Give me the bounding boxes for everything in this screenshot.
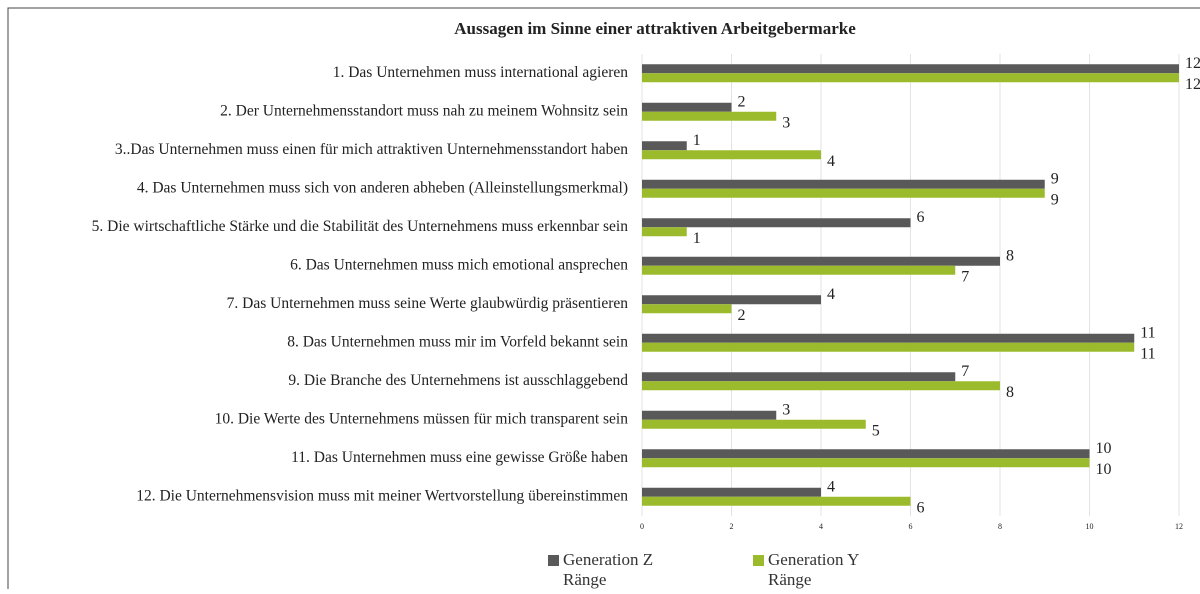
bar xyxy=(642,487,821,497)
data-label: 10 xyxy=(1096,440,1112,457)
data-label: 2 xyxy=(738,307,746,324)
bar xyxy=(642,111,777,121)
bar xyxy=(642,410,777,420)
legend-label: Generation Z Ränge xyxy=(563,550,654,589)
x-tick-label: 0 xyxy=(640,522,644,531)
bar xyxy=(642,458,1090,468)
data-label: 12 xyxy=(1185,76,1200,93)
bar xyxy=(642,304,732,314)
category-label: 3..Das Unternehmen muss einen für mich a… xyxy=(115,141,628,158)
category-label: 10. Die Werte des Unternehmens müssen fü… xyxy=(215,410,629,427)
data-label: 3 xyxy=(782,114,790,131)
bar xyxy=(642,64,1179,74)
category-label: 2. Der Unternehmensstandort muss nah zu … xyxy=(220,102,628,119)
category-label: 12. Die Unternehmensvision muss mit mein… xyxy=(136,487,628,504)
bar xyxy=(642,342,1135,352)
category-label: 5. Die wirtschaftliche Stärke und die St… xyxy=(92,218,629,235)
category-label: 1. Das Unternehmen muss international ag… xyxy=(333,64,629,81)
category-label: 8. Das Unternehmen muss mir im Vorfeld b… xyxy=(287,333,628,350)
data-label: 5 xyxy=(872,422,880,439)
data-label: 11 xyxy=(1140,324,1155,341)
bar xyxy=(642,333,1135,343)
category-label: 9. Die Branche des Unternehmens ist auss… xyxy=(288,372,628,389)
data-label: 1 xyxy=(693,230,701,247)
bar xyxy=(642,218,911,228)
data-label: 12 xyxy=(1185,55,1200,72)
bar xyxy=(642,227,687,237)
bar xyxy=(642,381,1000,391)
data-label: 7 xyxy=(961,268,969,285)
x-tick-label: 4 xyxy=(819,522,823,531)
data-label: 9 xyxy=(1051,191,1059,208)
x-tick-label: 2 xyxy=(730,522,734,531)
data-label: 10 xyxy=(1096,461,1112,478)
category-label: 4. Das Unternehmen muss sich von anderen… xyxy=(137,179,628,196)
data-label: 3 xyxy=(782,401,790,418)
bar xyxy=(642,141,687,151)
data-label: 8 xyxy=(1006,247,1014,264)
category-label: 6. Das Unternehmen muss mich emotional a… xyxy=(290,256,628,273)
frame xyxy=(7,7,1200,594)
bar xyxy=(642,265,956,275)
data-label: 11 xyxy=(1140,345,1155,362)
data-label: 9 xyxy=(1051,170,1059,187)
bar xyxy=(642,150,821,160)
data-label: 2 xyxy=(738,93,746,110)
data-label: 8 xyxy=(1006,384,1014,401)
category-label: 7. Das Unternehmen muss seine Werte glau… xyxy=(227,295,629,312)
bar xyxy=(642,188,1045,198)
data-label: 6 xyxy=(917,209,925,226)
bar xyxy=(642,179,1045,189)
legend-item: Generation Z Ränge xyxy=(548,550,678,590)
data-label: 4 xyxy=(827,286,835,303)
bar xyxy=(642,73,1179,83)
bar xyxy=(642,256,1000,266)
x-tick-label: 10 xyxy=(1086,522,1094,531)
legend-swatch xyxy=(753,555,764,566)
bar xyxy=(642,449,1090,459)
x-tick-label: 8 xyxy=(998,522,1002,531)
legend-label: Generation Y Ränge xyxy=(768,550,859,589)
chart-title: Aussagen im Sinne einer attraktiven Arbe… xyxy=(454,19,856,38)
data-label: 1 xyxy=(693,132,701,149)
data-label: 6 xyxy=(917,499,925,516)
x-tick-label: 6 xyxy=(909,522,913,531)
data-label: 4 xyxy=(827,153,835,170)
x-tick-label: 12 xyxy=(1175,522,1183,531)
data-label: 4 xyxy=(827,478,835,495)
legend-swatch xyxy=(548,555,559,566)
bar xyxy=(642,419,866,429)
bar xyxy=(642,102,732,112)
bar xyxy=(642,496,911,506)
bar xyxy=(642,295,821,305)
legend-item: Generation Y Ränge xyxy=(753,550,883,590)
data-label: 7 xyxy=(961,363,969,380)
category-label: 11. Das Unternehmen muss eine gewisse Gr… xyxy=(291,449,628,466)
bar xyxy=(642,372,956,382)
